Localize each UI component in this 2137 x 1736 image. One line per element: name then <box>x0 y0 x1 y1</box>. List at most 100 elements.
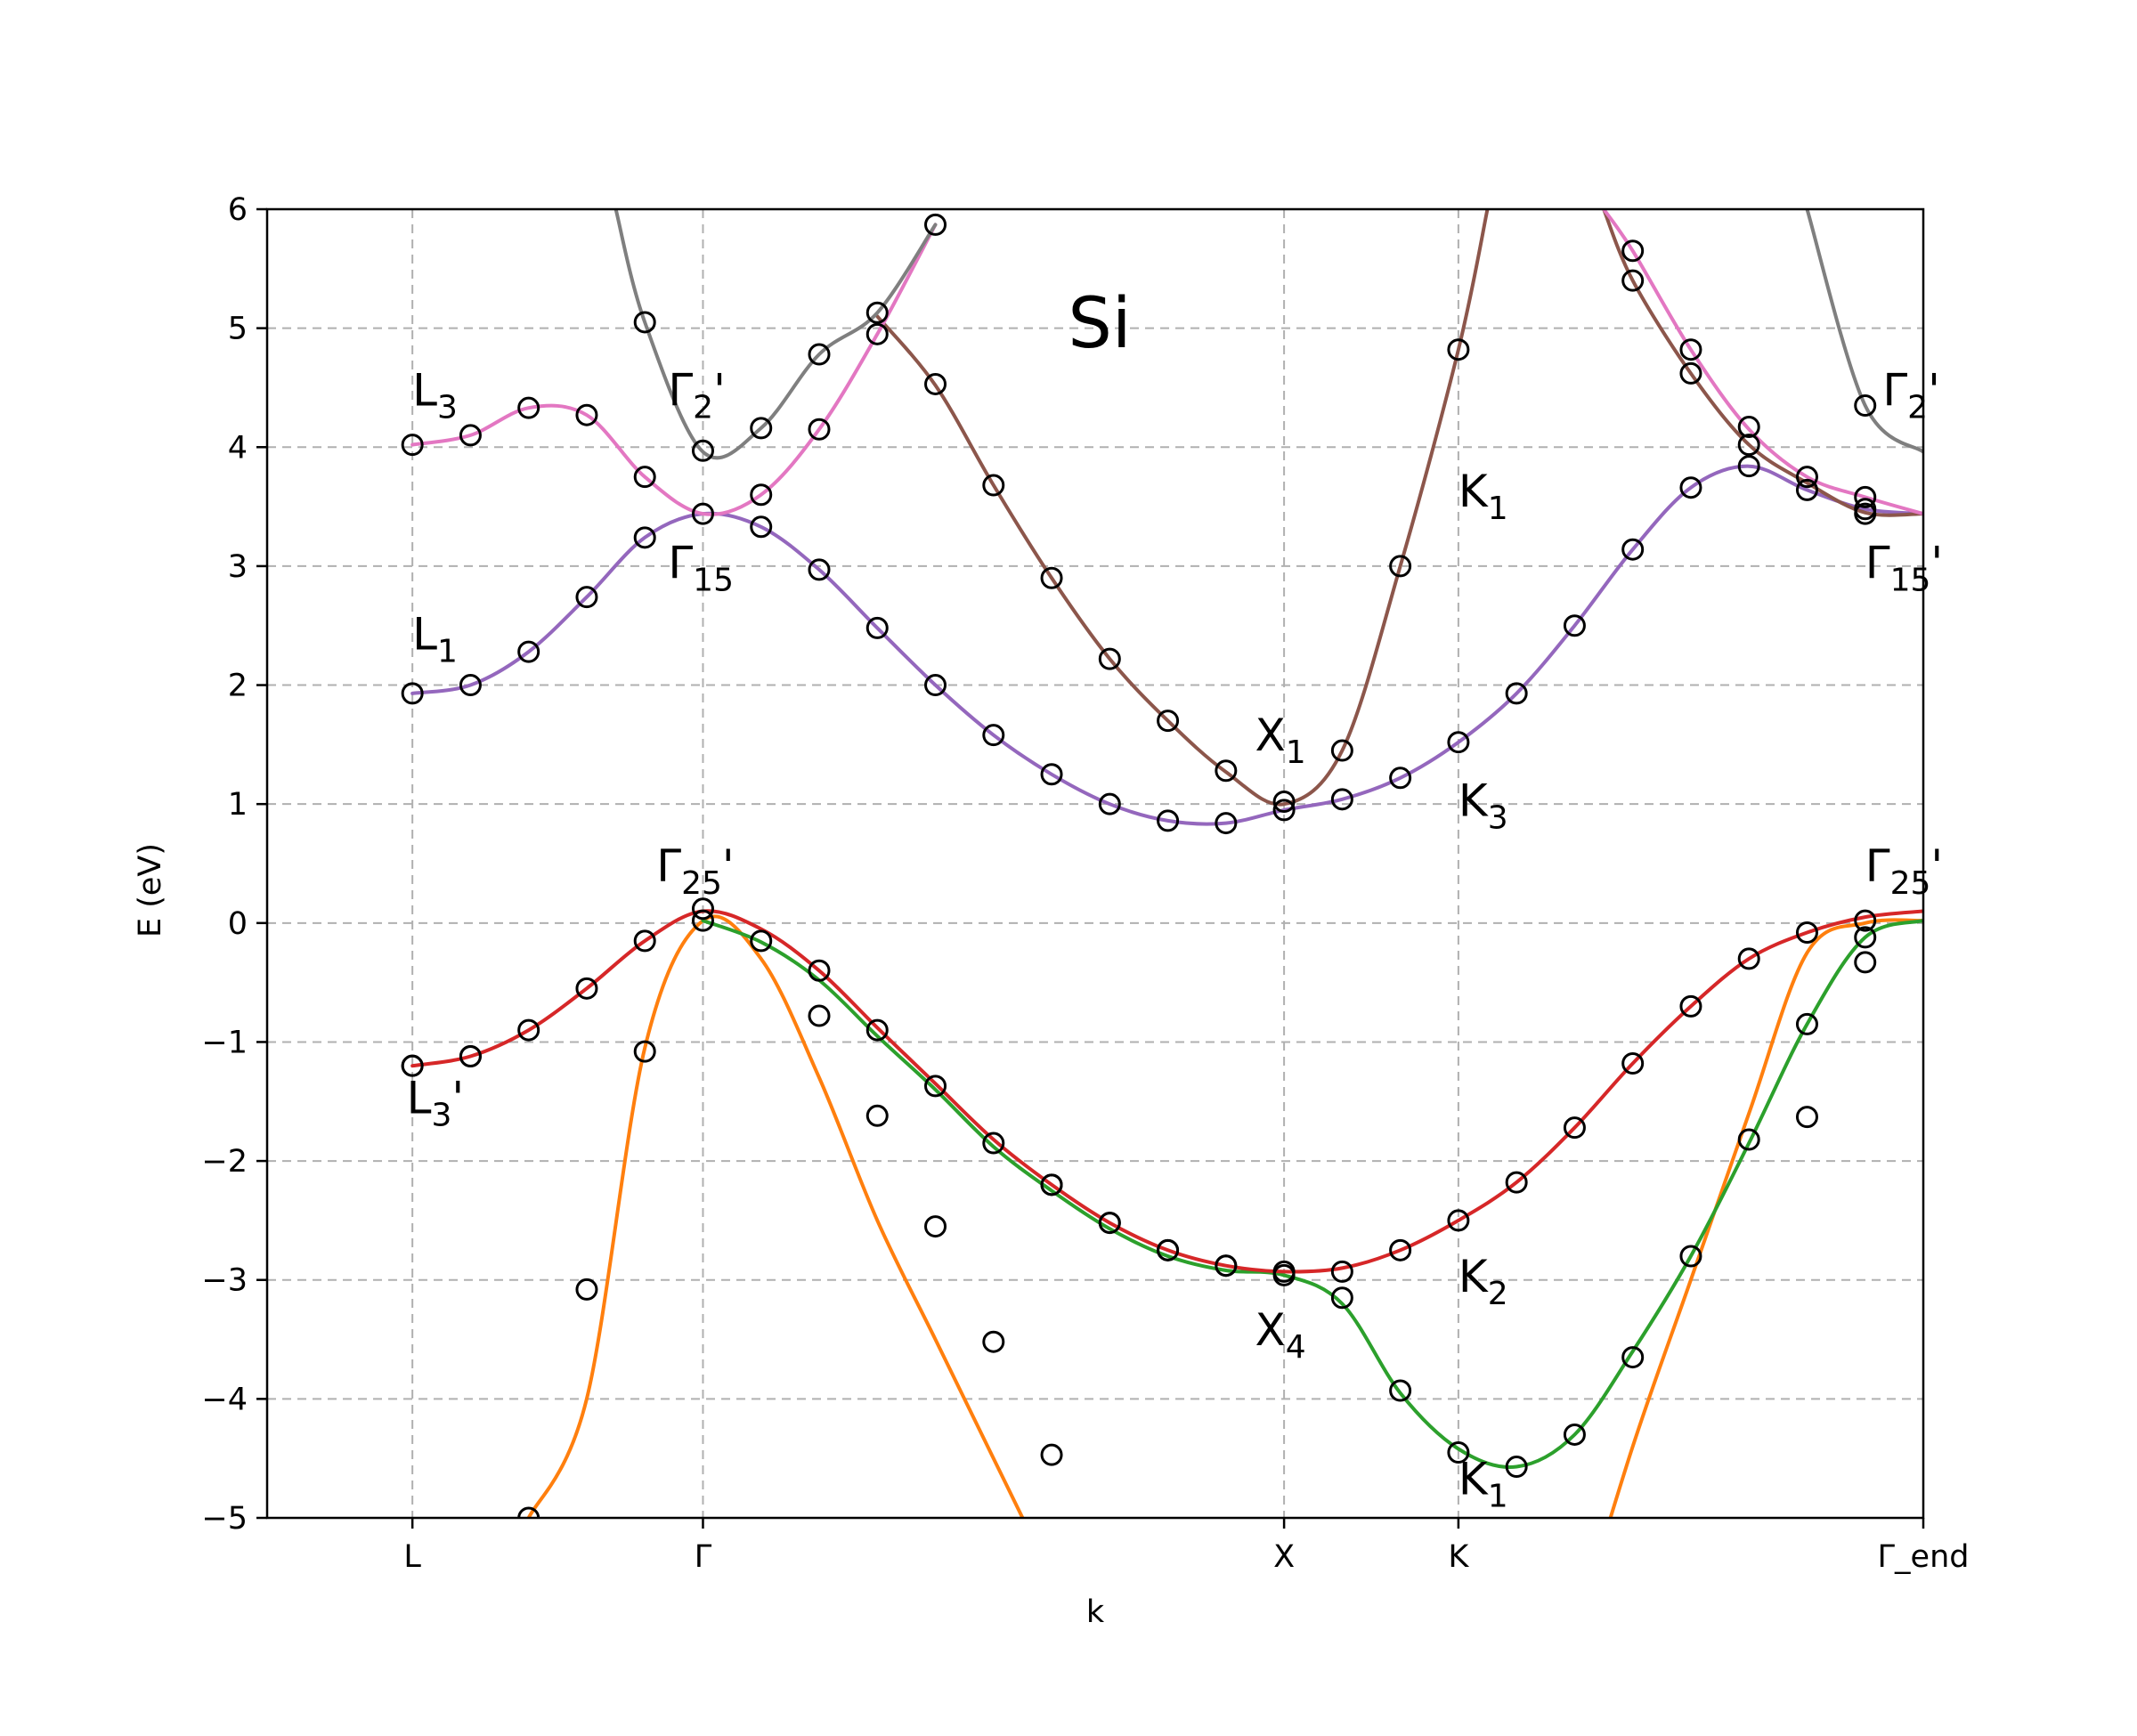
data-point-marker <box>1215 1254 1238 1278</box>
data-point-marker <box>1737 455 1760 478</box>
y-tick-label: 2 <box>228 669 248 704</box>
band-line <box>613 209 938 460</box>
data-point-marker <box>1389 767 1412 790</box>
data-point-marker <box>1157 809 1180 832</box>
data-point-marker <box>982 1330 1005 1353</box>
y-tick-label: 1 <box>228 787 248 823</box>
y-tick-label: 6 <box>228 192 248 228</box>
y-tick-label: −5 <box>201 1501 248 1537</box>
symmetry-label-subscript: 25 <box>1890 865 1931 902</box>
band-line <box>701 919 1923 1469</box>
symmetry-point-label: L1 <box>412 608 458 669</box>
data-point-marker <box>1330 1260 1353 1283</box>
symmetry-label-base: Γ <box>668 365 693 417</box>
symmetry-label-subscript: 4 <box>1286 1329 1306 1366</box>
data-point-marker <box>1098 1212 1121 1235</box>
data-point-marker <box>1737 416 1760 439</box>
data-point-marker <box>1854 951 1877 974</box>
data-point-marker <box>808 1004 831 1027</box>
y-tick-label: −3 <box>201 1263 248 1299</box>
y-tick-label: 3 <box>228 549 248 585</box>
data-point-marker <box>1795 478 1818 501</box>
data-point-marker <box>1447 1441 1470 1464</box>
band-line <box>410 464 1923 826</box>
symmetry-label-base: Γ <box>656 840 681 892</box>
data-point-marker <box>865 322 889 345</box>
data-point-marker <box>575 586 598 609</box>
band-line <box>875 209 1490 807</box>
symmetry-label-subscript: 2 <box>1488 1276 1508 1312</box>
y-tick-label: 0 <box>228 906 248 942</box>
data-point-marker <box>1330 1286 1353 1310</box>
data-point-marker <box>982 724 1005 747</box>
symmetry-point-label: K3 <box>1459 775 1508 837</box>
symmetry-label-subscript: 2 <box>1907 390 1928 426</box>
data-point-marker <box>1563 1116 1586 1140</box>
symmetry-label-subscript: 15 <box>1890 562 1931 598</box>
band-line <box>1805 209 1923 454</box>
symmetry-label-prime: ' <box>1930 537 1943 588</box>
data-point-marker <box>924 1075 947 1098</box>
data-point-marker <box>1621 239 1645 263</box>
data-point-marker <box>1621 269 1645 292</box>
symmetry-point-label: Γ2' <box>668 365 726 426</box>
y-tick-label: −4 <box>201 1382 248 1417</box>
x-tick-label: X <box>1273 1539 1295 1575</box>
symmetry-label-prime: ' <box>1930 840 1943 892</box>
symmetry-label-subscript: 3 <box>431 1098 451 1134</box>
symmetry-label-base: Γ <box>668 537 693 588</box>
data-point-marker <box>865 301 889 324</box>
data-point-marker <box>1447 1209 1470 1232</box>
data-point-marker <box>1040 763 1063 786</box>
symmetry-label-subscript: 1 <box>1488 1478 1508 1514</box>
symmetry-point-label: K1 <box>1459 1453 1508 1514</box>
data-point-marker <box>808 343 831 366</box>
x-axis-label: k <box>1086 1594 1105 1630</box>
data-point-marker <box>1679 1245 1702 1268</box>
data-point-marker <box>865 1018 889 1042</box>
data-point-marker <box>459 674 482 697</box>
symmetry-point-label: L3 <box>412 365 458 426</box>
symmetry-label-base: K <box>1459 466 1489 517</box>
data-point-marker <box>1389 1238 1412 1261</box>
data-point-marker <box>691 909 714 932</box>
symmetry-label-subscript: 15 <box>693 562 734 598</box>
data-point-marker <box>808 418 831 441</box>
data-point-marker <box>1447 731 1470 754</box>
data-point-marker <box>1795 1106 1818 1129</box>
data-point-marker <box>924 1215 947 1238</box>
symmetry-point-label: X4 <box>1255 1304 1305 1366</box>
symmetry-point-label: X1 <box>1255 710 1305 771</box>
data-point-marker <box>401 1054 424 1077</box>
data-point-marker <box>1157 1238 1180 1261</box>
x-tick-label: Γ <box>695 1539 712 1575</box>
data-point-marker <box>1563 614 1586 637</box>
data-point-marker <box>1389 1379 1412 1402</box>
data-point-marker <box>575 977 598 1000</box>
data-point-marker <box>1330 788 1353 811</box>
data-point-marker <box>1854 394 1877 417</box>
symmetry-point-label: K1 <box>1459 466 1508 527</box>
symmetry-label-base: X <box>1255 1304 1285 1356</box>
data-point-marker <box>517 1018 540 1042</box>
data-point-marker <box>924 674 947 697</box>
data-point-marker <box>1621 1346 1645 1369</box>
data-point-marker <box>1215 759 1238 783</box>
y-axis-ticks: −5 −4 −3 −2 −1 0 1 2 3 4 5 6 <box>201 192 267 1537</box>
symmetry-label-subscript: 1 <box>437 633 458 669</box>
symmetry-point-label: Γ25' <box>1865 840 1943 902</box>
data-point-marker <box>575 403 598 426</box>
data-point-marker <box>633 1040 656 1063</box>
band-line <box>410 909 1923 1274</box>
data-point-marker <box>865 1104 889 1127</box>
symmetry-label-base: Γ <box>1865 840 1890 892</box>
symmetry-label-subscript: 3 <box>1488 800 1508 837</box>
symmetry-label-prime: ' <box>451 1073 464 1124</box>
data-point-marker <box>1795 466 1818 489</box>
data-point-marker <box>924 372 947 395</box>
data-point-marker <box>1505 1456 1528 1479</box>
x-axis-ticks: L Γ X K Γ_end <box>403 1518 1969 1575</box>
data-point-marker <box>1040 1173 1063 1197</box>
chart-title: Si <box>1068 284 1131 364</box>
